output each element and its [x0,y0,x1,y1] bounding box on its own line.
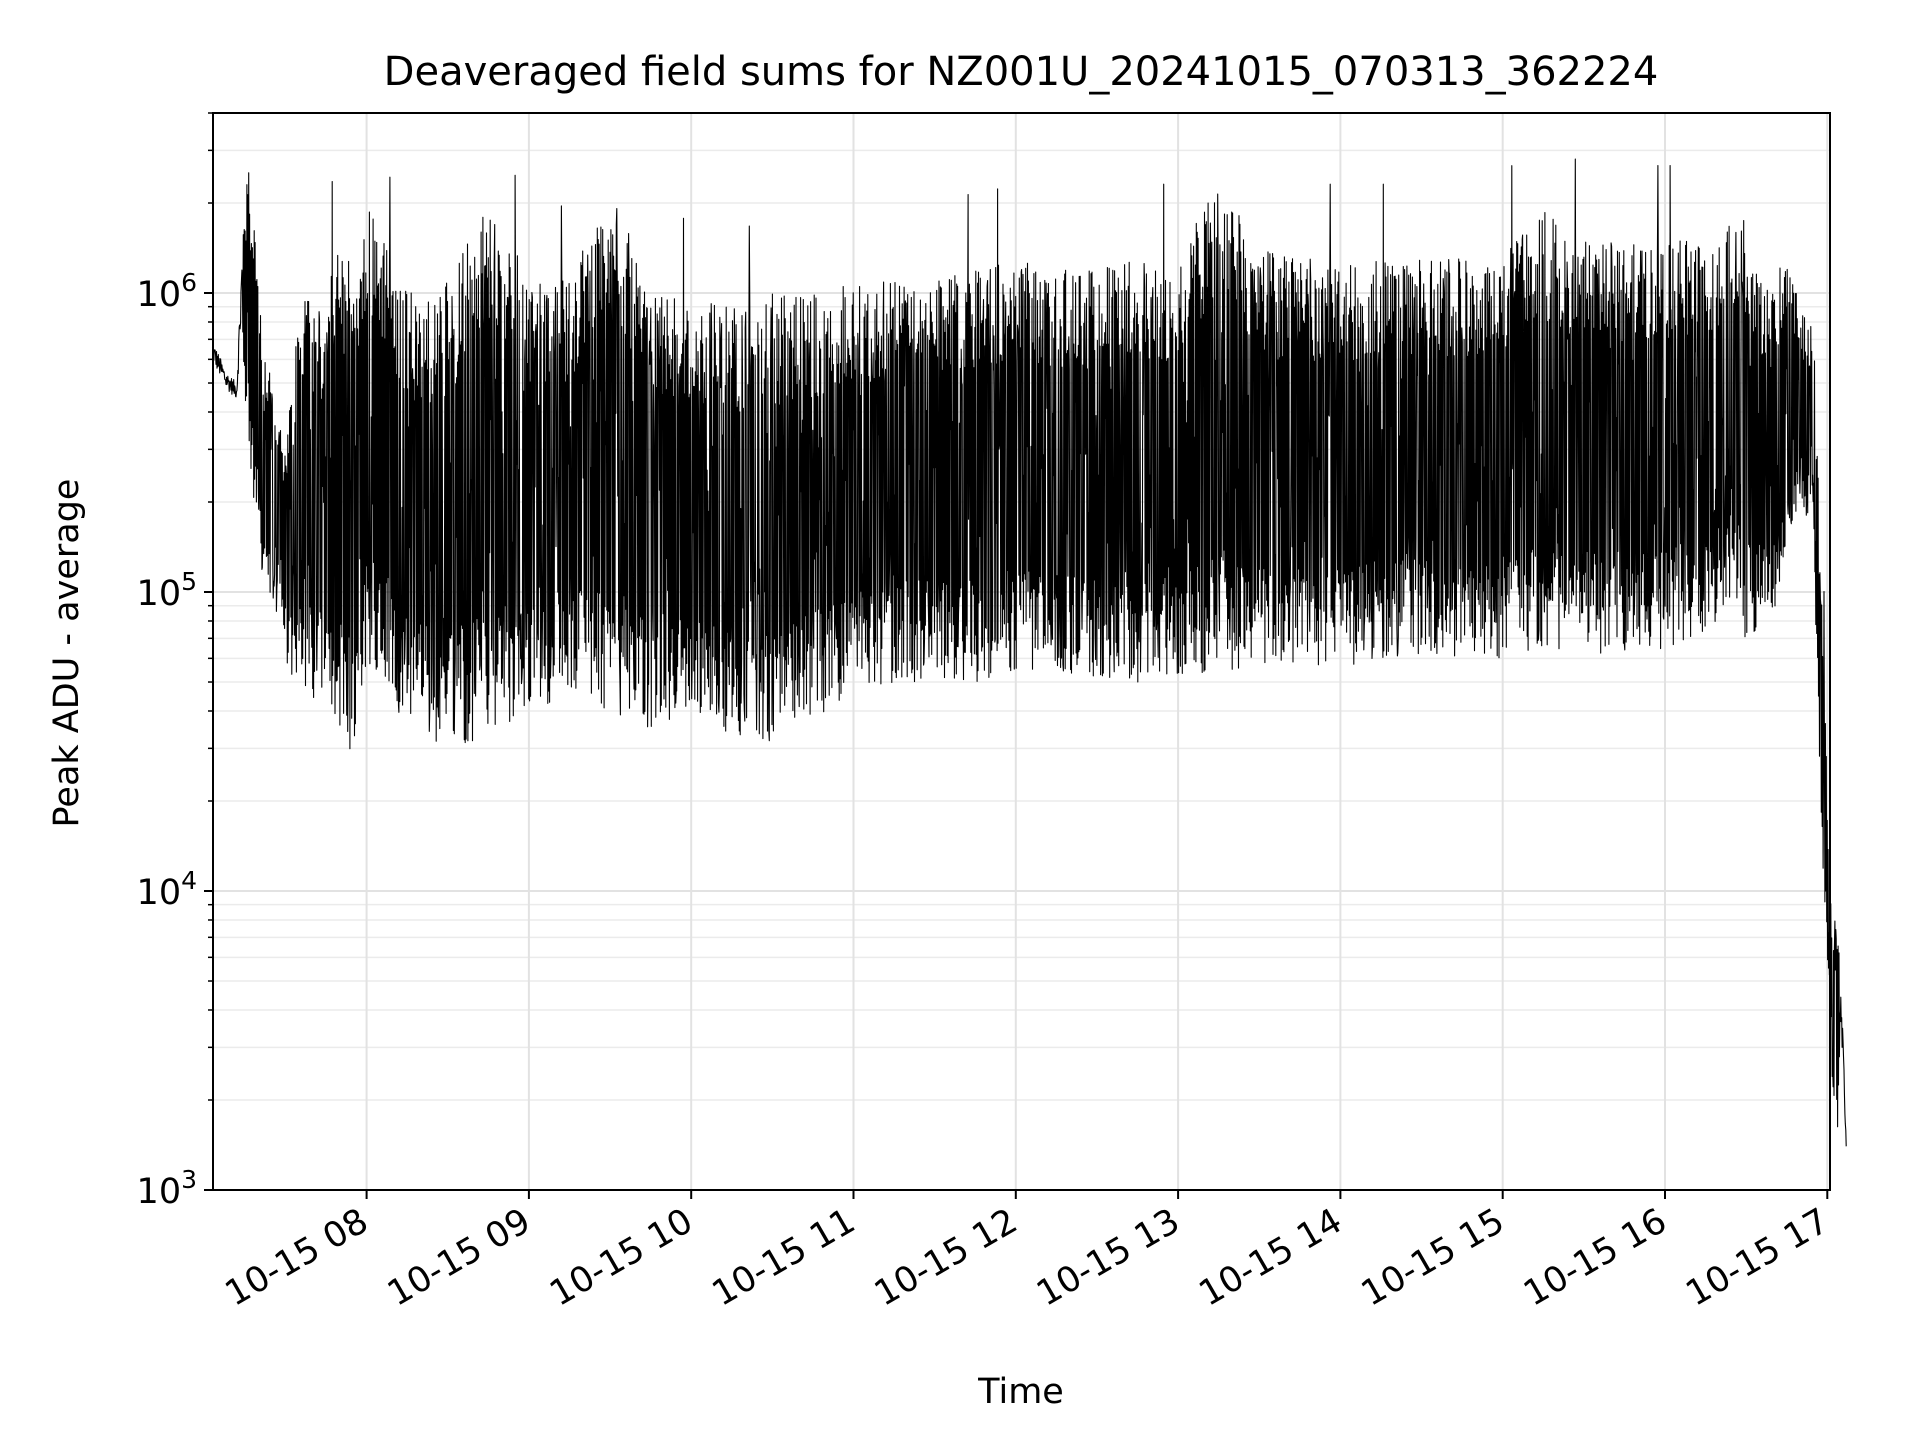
y-tick-label: 105 [137,567,197,614]
y-axis-label: Peak ADU - average [47,479,87,828]
series-line [211,158,1847,1147]
y-tick-label: 104 [137,866,197,913]
y-tick-label: 106 [137,268,197,315]
chart-title: Deaveraged field sums for NZ001U_2024101… [384,49,1659,95]
x-axis-label: Time [977,1372,1064,1412]
plot-area-frame [212,112,1831,1191]
y-tick-label: 103 [137,1165,197,1212]
series-group [211,158,1847,1147]
